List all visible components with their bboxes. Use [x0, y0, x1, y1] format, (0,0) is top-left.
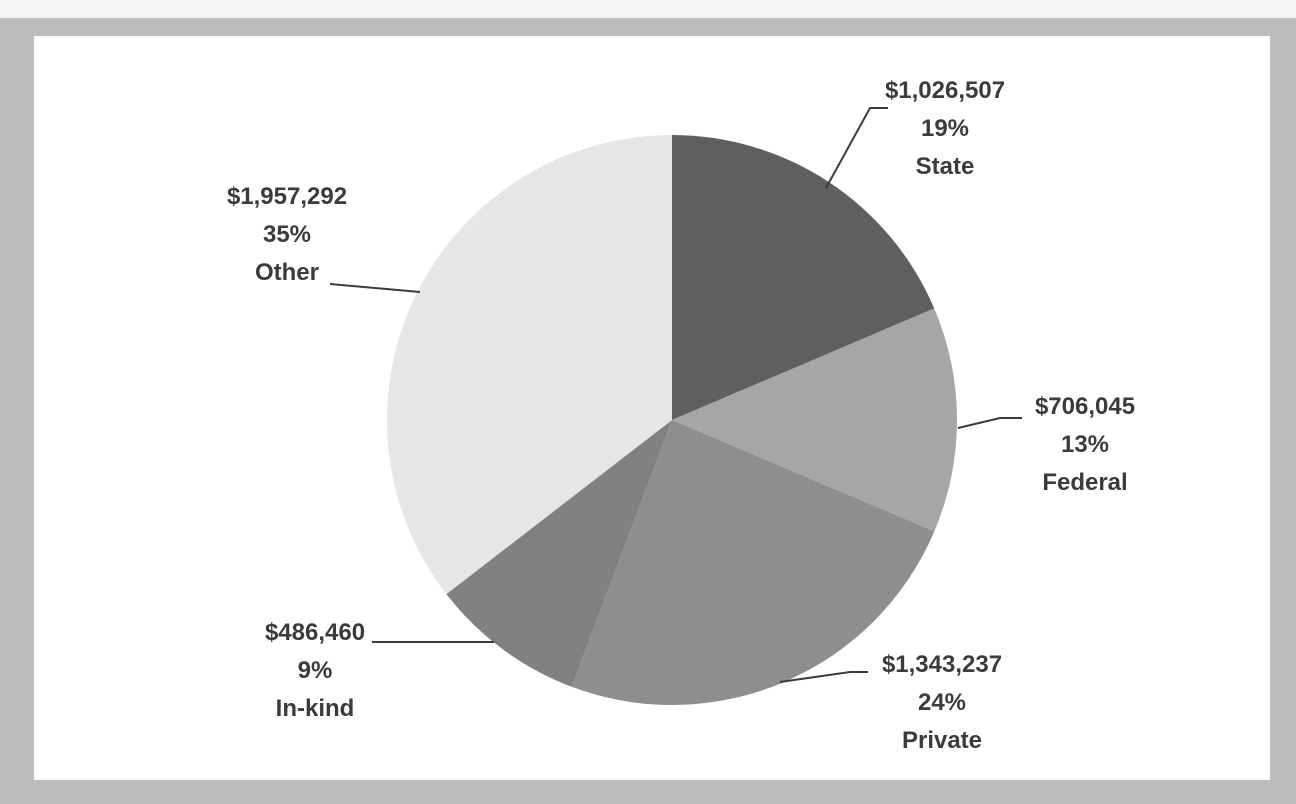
data-label-other-category: Other — [255, 259, 319, 286]
data-label-private-category: Private — [902, 727, 982, 754]
data-label-other-value: $1,957,292 — [227, 183, 347, 210]
data-label-private-percent: 24% — [918, 689, 966, 716]
top-strip — [0, 0, 1296, 18]
leader-line-state — [825, 107, 888, 189]
data-label-private-value: $1,343,237 — [882, 651, 1002, 678]
data-label-state-category: State — [916, 153, 975, 180]
data-label-federal-category: Federal — [1042, 469, 1127, 496]
pie-slice-private — [571, 420, 935, 705]
data-label-state-percent: 19% — [921, 115, 969, 142]
data-label-state-value: $1,026,507 — [885, 77, 1005, 104]
data-label-in-kind-category: In-kind — [276, 695, 355, 722]
data-labels: $1,026,507 19% State $706,045 13% Federal $1,3… — [227, 77, 1135, 754]
leader-lines — [329, 107, 1022, 683]
pie-slice-state — [672, 135, 935, 420]
pie-slice-other — [387, 135, 672, 595]
leader-line-private — [779, 671, 868, 683]
data-label-in-kind-percent: 9% — [298, 657, 333, 684]
pie-slice-in-kind — [446, 420, 672, 687]
data-label-federal-percent: 13% — [1061, 431, 1109, 458]
leader-line-federal — [957, 417, 1022, 429]
data-label-federal-value: $706,045 — [1035, 393, 1135, 420]
data-label-other-percent: 35% — [263, 221, 311, 248]
pie-slice-federal — [672, 308, 957, 532]
pie-slices — [387, 135, 957, 705]
data-label-in-kind-value: $486,460 — [265, 619, 365, 646]
leader-line-other — [329, 283, 421, 293]
